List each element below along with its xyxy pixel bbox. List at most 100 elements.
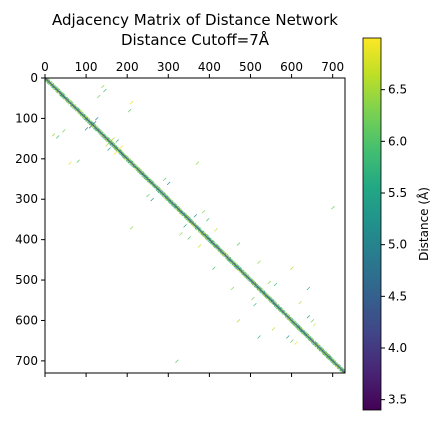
heatmap-cell bbox=[81, 117, 83, 118]
heatmap-cell bbox=[131, 160, 133, 162]
heatmap-cell bbox=[83, 118, 84, 119]
heatmap-cell bbox=[208, 237, 210, 239]
heatmap-cell bbox=[153, 183, 154, 185]
heatmap-cell bbox=[80, 111, 81, 113]
heatmap-cell bbox=[79, 109, 81, 110]
heatmap-cell bbox=[223, 252, 224, 254]
heatmap-cell bbox=[142, 176, 143, 177]
heatmap-cell bbox=[52, 86, 53, 88]
heatmap-cell bbox=[206, 237, 208, 239]
heatmap-cell bbox=[162, 190, 163, 191]
heatmap-cell bbox=[206, 238, 208, 239]
heatmap-cell bbox=[188, 218, 190, 220]
heatmap-cell bbox=[80, 110, 82, 112]
heatmap-cell bbox=[160, 191, 162, 193]
heatmap-cell bbox=[220, 249, 221, 250]
heatmap-cell bbox=[244, 271, 246, 273]
heatmap-cell bbox=[109, 141, 111, 142]
heatmap-cell bbox=[71, 104, 72, 106]
heatmap-cell bbox=[199, 229, 201, 231]
heatmap-cell bbox=[233, 262, 234, 264]
heatmap-cell bbox=[46, 78, 48, 79]
heatmap-cell bbox=[153, 185, 155, 187]
heatmap-cell bbox=[128, 160, 129, 162]
heatmap-cell bbox=[137, 169, 139, 171]
heatmap-cell bbox=[235, 266, 236, 267]
heatmap-cell bbox=[187, 217, 189, 219]
heatmap-cell bbox=[177, 206, 179, 207]
heatmap-cell bbox=[60, 94, 62, 96]
heatmap-cell bbox=[190, 222, 192, 223]
heatmap-cell bbox=[215, 247, 217, 249]
heatmap-cell bbox=[99, 129, 101, 130]
heatmap-cell bbox=[243, 271, 245, 273]
heatmap-cell bbox=[104, 138, 105, 140]
heatmap-cell bbox=[91, 122, 93, 124]
heatmap-cell bbox=[111, 142, 113, 144]
heatmap-cell bbox=[168, 196, 169, 198]
heatmap-cell bbox=[220, 249, 222, 251]
heatmap-cell bbox=[201, 232, 202, 234]
heatmap-cell bbox=[176, 204, 177, 206]
heatmap-cell bbox=[163, 196, 164, 197]
heatmap-cell bbox=[240, 268, 241, 270]
heatmap-cell bbox=[204, 233, 206, 235]
heatmap-cell bbox=[213, 246, 215, 248]
heatmap-cell bbox=[208, 240, 210, 241]
heatmap-cell bbox=[202, 234, 204, 236]
heatmap-cell bbox=[176, 204, 177, 205]
heatmap-cell bbox=[230, 258, 232, 260]
heatmap-cell bbox=[121, 155, 123, 157]
heatmap-cell bbox=[93, 122, 94, 124]
heatmap-cell bbox=[207, 239, 209, 240]
heatmap-cell bbox=[187, 215, 188, 217]
heatmap-cell bbox=[63, 97, 65, 98]
heatmap-cell bbox=[195, 227, 196, 229]
heatmap-cell bbox=[195, 227, 196, 229]
heatmap-cell bbox=[74, 107, 75, 108]
heatmap-cell bbox=[209, 238, 211, 239]
heatmap-cell bbox=[212, 240, 214, 242]
heatmap-cell bbox=[54, 86, 56, 88]
heatmap-cell bbox=[176, 210, 178, 212]
heatmap-cell bbox=[83, 115, 85, 116]
heatmap-cell bbox=[71, 105, 72, 107]
heatmap-cell bbox=[218, 247, 220, 249]
heatmap-cell bbox=[93, 123, 95, 125]
heatmap-cell bbox=[209, 238, 211, 240]
heatmap-cell bbox=[121, 153, 123, 155]
heatmap-cell bbox=[83, 117, 85, 118]
heatmap-cell bbox=[137, 169, 139, 170]
heatmap-cell bbox=[60, 94, 62, 96]
heatmap-cell bbox=[82, 113, 83, 115]
heatmap-cell bbox=[172, 205, 173, 207]
heatmap-cell bbox=[185, 214, 186, 216]
heatmap-cell bbox=[157, 187, 158, 188]
heatmap-cell bbox=[85, 118, 87, 119]
heatmap-cell bbox=[231, 262, 233, 264]
heatmap-cell bbox=[80, 113, 81, 115]
heatmap-cell bbox=[114, 144, 116, 145]
heatmap-cell bbox=[65, 98, 67, 99]
heatmap-cell bbox=[153, 183, 155, 184]
heatmap-cell bbox=[226, 256, 228, 257]
heatmap-cell bbox=[227, 254, 229, 256]
heatmap-cell bbox=[201, 230, 202, 232]
heatmap-cell bbox=[141, 174, 143, 176]
heatmap-cell bbox=[100, 130, 101, 132]
heatmap-cell bbox=[116, 147, 118, 149]
heatmap-cell bbox=[204, 234, 206, 236]
heatmap-cell bbox=[163, 196, 165, 198]
heatmap-cell bbox=[102, 134, 103, 136]
heatmap-cell bbox=[96, 127, 98, 129]
heatmap-cell bbox=[193, 226, 194, 228]
heatmap-cell bbox=[137, 166, 138, 168]
heatmap-cell bbox=[175, 208, 176, 210]
heatmap-cell bbox=[198, 228, 200, 229]
heatmap-cell bbox=[102, 131, 103, 132]
heatmap-cell bbox=[95, 129, 97, 131]
heatmap-cell bbox=[100, 129, 101, 130]
heatmap-cell bbox=[229, 256, 231, 258]
heatmap-cell bbox=[94, 129, 96, 131]
heatmap-cell bbox=[237, 268, 238, 270]
